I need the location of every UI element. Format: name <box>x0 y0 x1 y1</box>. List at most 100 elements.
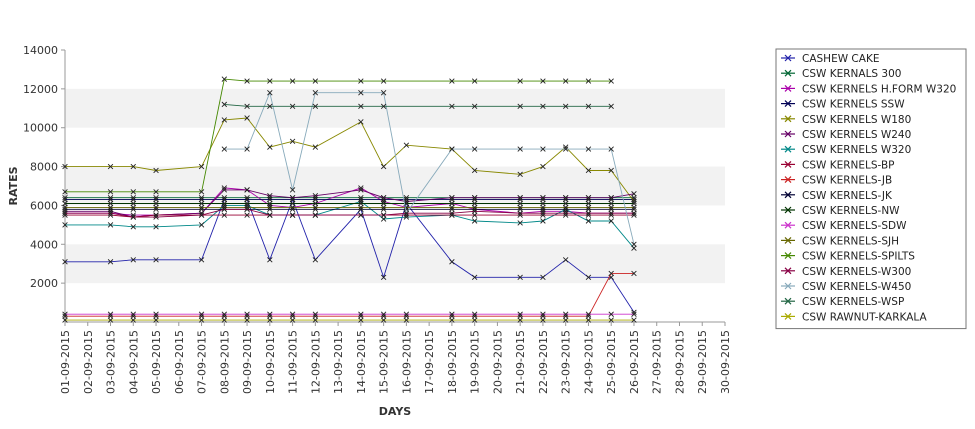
data-point <box>540 210 546 216</box>
data-point <box>198 222 205 228</box>
data-point <box>608 317 614 323</box>
legend-item: CSW KERNELS-W300 <box>781 266 911 278</box>
data-point <box>289 212 296 218</box>
data-point <box>380 90 387 96</box>
data-point <box>517 204 523 211</box>
x-tick-label: 25-09-2015 <box>605 330 618 394</box>
data-point <box>585 146 592 152</box>
data-point <box>221 101 228 108</box>
x-tick-label: 07-09-2015 <box>196 330 209 394</box>
data-point <box>289 194 296 201</box>
data-point <box>267 257 273 263</box>
data-point <box>62 311 68 317</box>
data-point <box>631 241 637 248</box>
data-point <box>358 196 364 203</box>
data-point <box>289 138 296 145</box>
data-point <box>198 212 205 218</box>
data-point <box>471 317 478 323</box>
x-tick-label: 27-09-2015 <box>651 330 664 394</box>
legend-marker <box>784 160 792 168</box>
data-point <box>540 317 546 323</box>
legend-item: CSW KERNELS-BP <box>781 159 895 171</box>
data-point <box>517 171 523 178</box>
data-point <box>130 214 136 220</box>
data-point <box>244 206 250 213</box>
data-point <box>107 189 114 195</box>
data-point <box>153 257 159 263</box>
x-tick-label: 06-09-2015 <box>173 330 186 394</box>
legend-marker <box>784 282 792 290</box>
data-point <box>562 103 569 110</box>
data-point <box>403 311 410 317</box>
data-point <box>631 196 637 203</box>
data-point <box>289 103 296 110</box>
data-point <box>198 204 205 211</box>
x-tick-label: 09-09-2015 <box>241 330 254 394</box>
data-point <box>449 311 455 317</box>
data-point <box>608 194 614 201</box>
legend-marker <box>784 252 792 260</box>
data-point <box>540 274 546 281</box>
data-point <box>289 187 296 193</box>
data-point <box>153 189 159 195</box>
series-line <box>224 91 635 245</box>
legend-item: CSW KERNELS-SJH <box>781 235 899 247</box>
data-point <box>471 204 478 211</box>
data-point <box>267 144 273 150</box>
grid-bands <box>65 88 725 284</box>
data-point <box>221 212 228 218</box>
data-point <box>267 90 273 96</box>
data-point <box>130 200 136 207</box>
x-tick-label: 19-09-2015 <box>469 330 482 394</box>
y-tick-label: 12000 <box>23 83 58 96</box>
data-point <box>221 200 228 207</box>
data-point <box>358 311 364 317</box>
data-point <box>585 204 592 211</box>
data-point <box>221 311 228 317</box>
data-point <box>540 200 546 207</box>
data-point <box>380 274 387 281</box>
x-tick-label: 20-09-2015 <box>491 330 504 394</box>
data-point <box>562 204 569 211</box>
legend-item: CASHEW CAKE <box>781 53 879 65</box>
data-point <box>540 103 546 110</box>
legend-item: CSW RAWNUT-KARKALA <box>781 311 928 323</box>
series-10 <box>62 200 637 207</box>
data-point <box>153 196 159 203</box>
data-point <box>449 317 455 323</box>
data-point <box>517 194 523 201</box>
data-point <box>62 189 68 195</box>
data-point <box>540 204 546 211</box>
series-line <box>65 201 635 249</box>
legend-item: CSW KERNELS-W450 <box>781 281 911 293</box>
data-point <box>221 146 228 152</box>
x-tick-label: 13-09-2015 <box>332 330 345 394</box>
data-point <box>449 78 455 84</box>
data-point <box>267 196 273 203</box>
data-point <box>62 163 68 170</box>
data-point <box>471 103 478 110</box>
x-tick-label: 29-09-2015 <box>696 330 709 394</box>
data-point <box>289 78 296 84</box>
data-point <box>471 194 478 201</box>
legend-item: CSW KERNELS H.FORM W320 <box>781 83 956 95</box>
legend-marker <box>784 191 792 199</box>
data-point <box>107 204 114 211</box>
x-tick-label: 12-09-2015 <box>309 330 322 394</box>
data-point <box>312 311 319 317</box>
legend-label: CSW KERNELS SSW <box>802 99 905 111</box>
legend-marker <box>784 115 792 123</box>
legend-item: CSW KERNELS-NW <box>781 205 900 217</box>
data-point <box>358 200 364 207</box>
legend-label: CSW KERNELS-SDW <box>802 220 907 232</box>
data-point <box>153 311 159 317</box>
legend-item: CSW KERNELS-SDW <box>781 220 907 232</box>
data-point <box>312 103 319 110</box>
legend-item: CSW KERNELS-WSP <box>781 296 904 308</box>
data-point <box>221 187 228 193</box>
series-4 <box>62 115 637 205</box>
series-14 <box>62 206 637 220</box>
x-tick-label: 11-09-2015 <box>287 330 300 394</box>
data-point <box>62 259 68 265</box>
data-point <box>471 146 478 152</box>
